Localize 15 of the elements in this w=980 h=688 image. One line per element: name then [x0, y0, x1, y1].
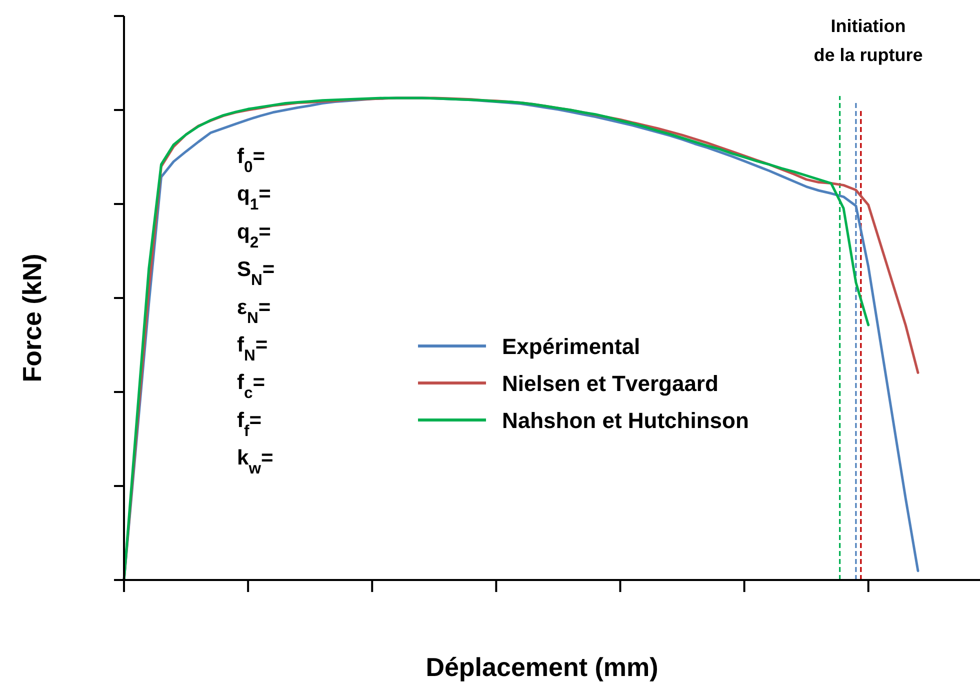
annotation: f$_{0}$= — [237, 145, 266, 176]
legend-label: Expérimental — [502, 334, 640, 359]
annotation: f$_{f}$= — [237, 408, 262, 440]
legend-label: Nahshon et Hutchinson — [502, 408, 749, 433]
annotation: k$_{w}$= — [237, 446, 274, 478]
text: Initiation de la rupture — [814, 16, 923, 65]
annotation: ε$_{N}$= — [237, 296, 271, 326]
annotation: f$_{c}$= — [237, 371, 266, 402]
annotation: q$_{1}$= — [237, 182, 271, 214]
annotation: q$_{2}$= — [237, 220, 271, 251]
legend-label: Nielsen et Tvergaard — [502, 371, 718, 396]
annotation: S$_{N}$= — [237, 258, 275, 289]
annotation: f$_{N}$= — [237, 334, 268, 364]
y-axis-title: Force (kN) — [16, 254, 47, 382]
x-axis-title: Déplacement (mm) — [426, 652, 658, 682]
